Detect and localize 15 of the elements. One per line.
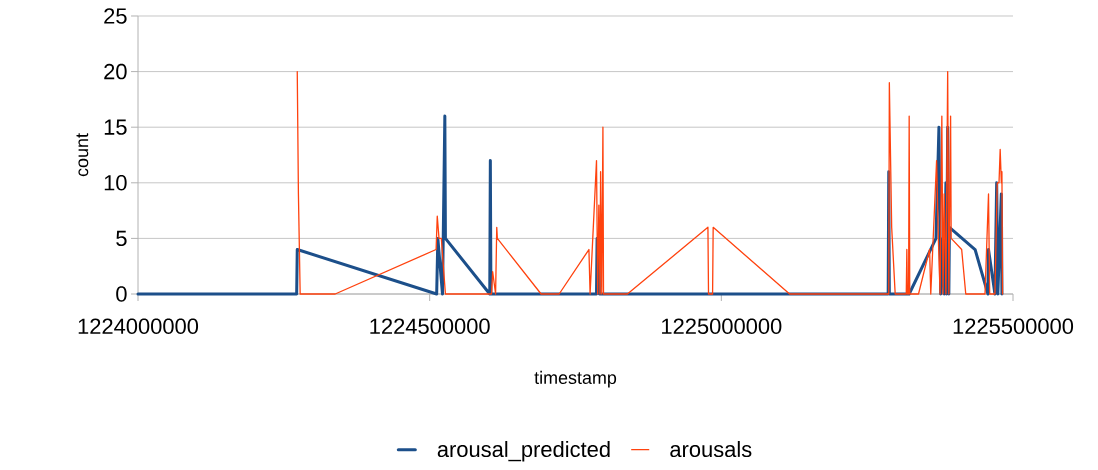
x-tick-label: 1224500000 — [370, 318, 490, 335]
x-tick-label: 1225000000 — [662, 318, 782, 335]
y-tick-label: 0 — [116, 286, 127, 302]
x-axis-title: timestamp — [534, 370, 617, 388]
x-tick-label: 1225500000 — [953, 318, 1074, 335]
y-tick-label: 20 — [104, 63, 127, 80]
y-tick-label: 15 — [104, 119, 127, 135]
line-series — [296, 70, 1004, 295]
legend-label: arousals — [670, 440, 752, 458]
y-tick-label: 5 — [116, 230, 127, 247]
y-axis-title: count — [76, 133, 89, 177]
y-tick-label: 25 — [104, 8, 127, 24]
x-tick-label: 1224000000 — [78, 318, 199, 335]
legend-label: arousal_predicted — [437, 440, 610, 462]
y-tick-label: 10 — [104, 175, 127, 191]
